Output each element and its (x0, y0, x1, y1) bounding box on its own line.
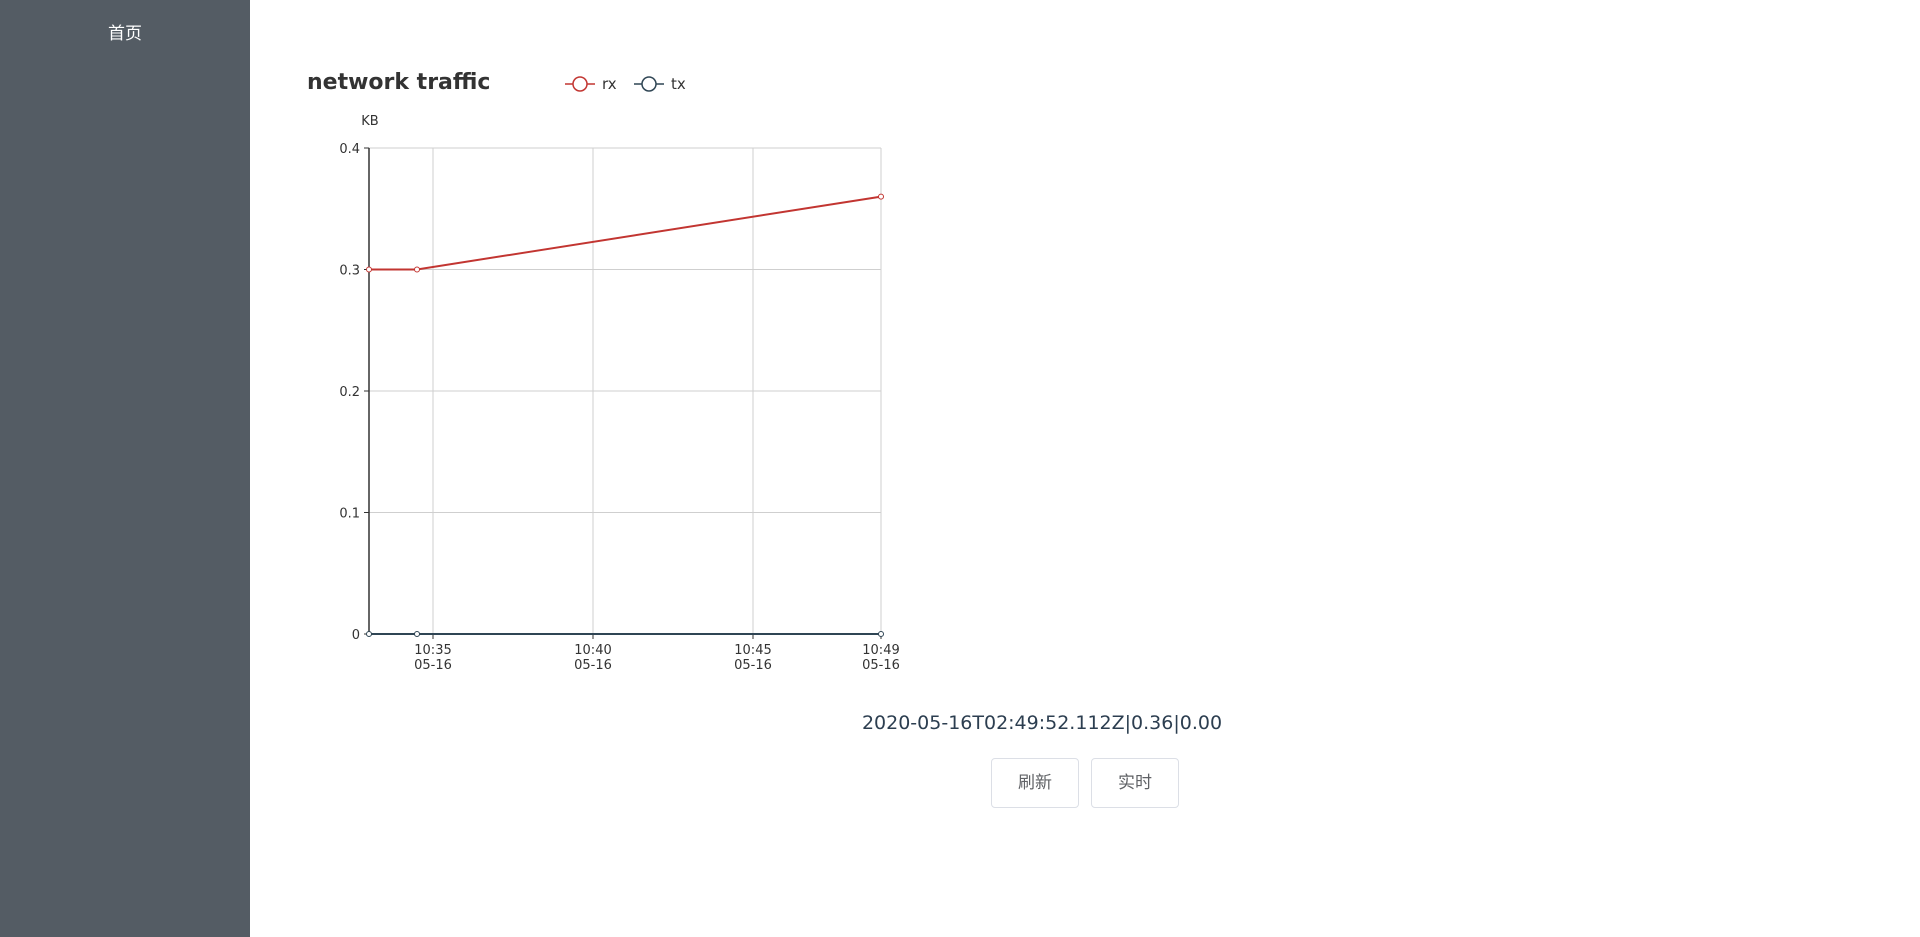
status-line: 2020-05-16T02:49:52.112Z|0.36|0.00 (861, 712, 1223, 734)
sidebar: 首页 (0, 0, 250, 937)
realtime-button[interactable]: 实时 (1091, 758, 1179, 808)
data-point-rx (366, 266, 372, 273)
x-tick-label-date: 05-16 (574, 658, 612, 673)
y-tick-label: 0.2 (339, 385, 360, 400)
main-content: 0 0.1 0.2 0.3 0.4 10:35 05-16 10:40 05-16 10:45 05… (250, 0, 1920, 937)
legend-label-tx: tx (671, 75, 686, 93)
series-line-rx (369, 195, 882, 271)
x-tick-label-date: 05-16 (414, 658, 452, 673)
x-tick-label: 10:35 (414, 643, 451, 658)
x-tick-label: 10:49 (862, 643, 899, 658)
y-axis-label: KB (361, 114, 378, 129)
legend-marker-tx (641, 76, 657, 92)
legend-marker-rx (572, 76, 588, 92)
network-traffic-chart: 00.10.20.30.410:3505-1610:4005-1610:4505… (339, 75, 900, 673)
data-point-rx (878, 193, 884, 200)
x-tick-label: 10:40 (574, 643, 611, 658)
x-tick-label-date: 05-16 (734, 658, 772, 673)
data-point-tx (414, 631, 420, 637)
data-point-rx (414, 266, 420, 273)
chart-title: network traffic (307, 70, 491, 95)
data-point-tx (366, 631, 372, 637)
sidebar-item-home[interactable]: 首页 (108, 24, 142, 44)
y-tick-label: 0.1 (339, 507, 360, 522)
data-point-tx (878, 631, 884, 637)
refresh-button[interactable]: 刷新 (991, 758, 1079, 808)
y-tick-label: 0.3 (339, 264, 360, 279)
y-tick-label: 0 (352, 628, 360, 643)
legend-label-rx: rx (602, 75, 617, 93)
x-tick-label: 10:45 (734, 643, 771, 658)
y-tick-label: 0.4 (339, 142, 360, 157)
x-tick-label-date: 05-16 (862, 658, 900, 673)
